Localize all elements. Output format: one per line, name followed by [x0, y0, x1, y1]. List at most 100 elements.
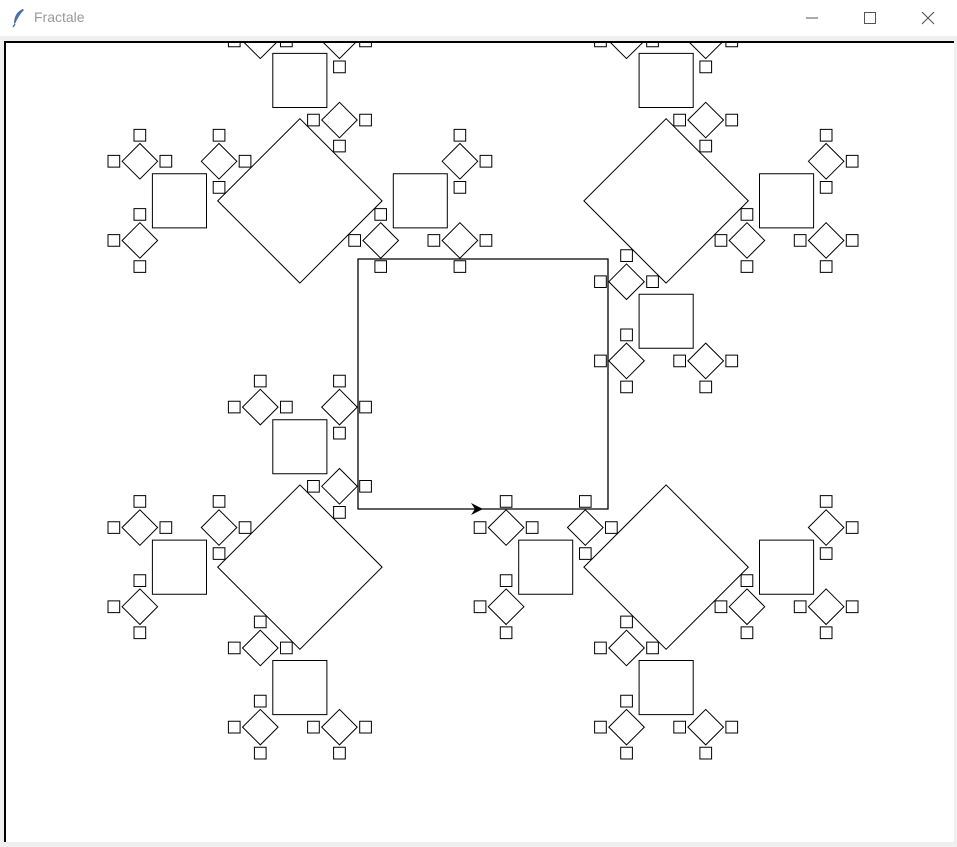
fractal-square: [151, 539, 207, 595]
fractal-square: [699, 60, 713, 74]
fractal-square: [212, 547, 226, 560]
fractal-square: [133, 626, 147, 640]
fractal-square: [107, 521, 121, 534]
fractal-square: [518, 539, 574, 595]
fractal-square: [845, 521, 859, 534]
fractal-square: [759, 173, 815, 229]
fractal-square: [807, 509, 845, 547]
fractal-square: [673, 113, 686, 127]
fractal-square: [441, 221, 479, 259]
fractal-square: [819, 260, 833, 273]
fractal-square: [807, 142, 845, 180]
fractal-square: [479, 154, 493, 168]
fractal-square: [620, 746, 633, 760]
fractal-square: [714, 600, 728, 614]
fractal-square: [427, 234, 441, 247]
fractal-square: [159, 154, 173, 168]
fractal-square: [566, 509, 604, 547]
fractal-square: [107, 600, 121, 614]
fractal-drawing: [107, 43, 859, 760]
fractal-square: [227, 400, 241, 414]
fractal-square: [620, 249, 633, 262]
fractal-square: [725, 354, 739, 368]
fractal-square: [638, 52, 694, 108]
fractal-square: [594, 275, 607, 288]
fractal-square: [227, 43, 241, 48]
fractal-square: [374, 260, 387, 273]
minimize-button[interactable]: [783, 0, 841, 36]
fractal-square: [620, 694, 633, 708]
fractal-square: [253, 746, 267, 760]
fractal-square: [151, 173, 207, 229]
fractal-square: [121, 142, 159, 180]
fractal-square: [793, 600, 807, 614]
fractal-square: [253, 374, 267, 388]
fractal-square: [280, 400, 293, 414]
fractal-square: [133, 260, 147, 273]
fractal-square: [216, 117, 383, 284]
fractal-square: [646, 43, 659, 48]
fractal-square: [133, 208, 147, 221]
fractal-square: [307, 480, 320, 493]
fractal-square: [320, 101, 358, 139]
fractal-square: [673, 354, 686, 368]
minimize-icon: [806, 17, 818, 19]
fractal-square: [610, 43, 643, 60]
fractal-square: [620, 328, 633, 342]
fractal-square: [320, 708, 358, 746]
fractal-square: [307, 720, 320, 734]
fractal-square: [845, 154, 859, 168]
fractal-square: [359, 43, 372, 48]
fractal-square: [740, 260, 754, 273]
title-bar[interactable]: Fractale: [0, 0, 957, 36]
fractal-square: [759, 539, 815, 595]
fractal-square: [819, 626, 833, 640]
fractal-square: [359, 720, 372, 734]
fractal-square: [594, 354, 607, 368]
fractal-square: [608, 708, 646, 746]
fractal-square: [374, 208, 387, 221]
fractal-square: [200, 142, 238, 180]
fractal-square: [646, 641, 659, 655]
fractal-square: [307, 113, 320, 127]
window-title: Fractale: [34, 9, 85, 25]
fractal-square: [212, 128, 226, 142]
fractal-square: [807, 588, 845, 626]
fractal-square: [819, 495, 833, 508]
fractal-square: [133, 574, 147, 587]
fractal-square: [238, 154, 252, 168]
fractal-square: [487, 588, 525, 626]
maximize-button[interactable]: [841, 0, 899, 36]
fractal-square: [819, 128, 833, 142]
fractal-square: [673, 720, 686, 734]
fractal-square: [392, 173, 448, 229]
fractal-square: [216, 484, 383, 651]
fractal-square: [740, 626, 754, 640]
feather-icon: [11, 8, 27, 28]
fractal-square: [499, 495, 513, 508]
fractal-square: [728, 588, 766, 626]
close-button[interactable]: [899, 0, 957, 36]
fractal-square: [608, 342, 646, 380]
fractal-square: [359, 113, 372, 127]
fractal-square: [453, 260, 467, 273]
fractal-square: [845, 234, 859, 247]
drawing-canvas[interactable]: [4, 41, 954, 842]
fractal-square: [728, 221, 766, 259]
fractal-square: [499, 574, 513, 587]
fractal-square: [687, 101, 725, 139]
fractal-square: [473, 521, 487, 534]
fractal-square: [620, 615, 633, 629]
fractal-square: [357, 258, 609, 510]
fractal-square: [740, 208, 754, 221]
fractal-square: [241, 388, 279, 426]
fractal-square: [253, 694, 267, 708]
fractal-square: [133, 128, 147, 142]
fractal-square: [699, 746, 713, 760]
fractal-square: [227, 720, 241, 734]
fractal-square: [333, 139, 346, 153]
fractal-square: [253, 615, 267, 629]
close-icon: [921, 12, 935, 25]
fractal-square: [819, 547, 833, 560]
fractal-square: [605, 521, 618, 534]
